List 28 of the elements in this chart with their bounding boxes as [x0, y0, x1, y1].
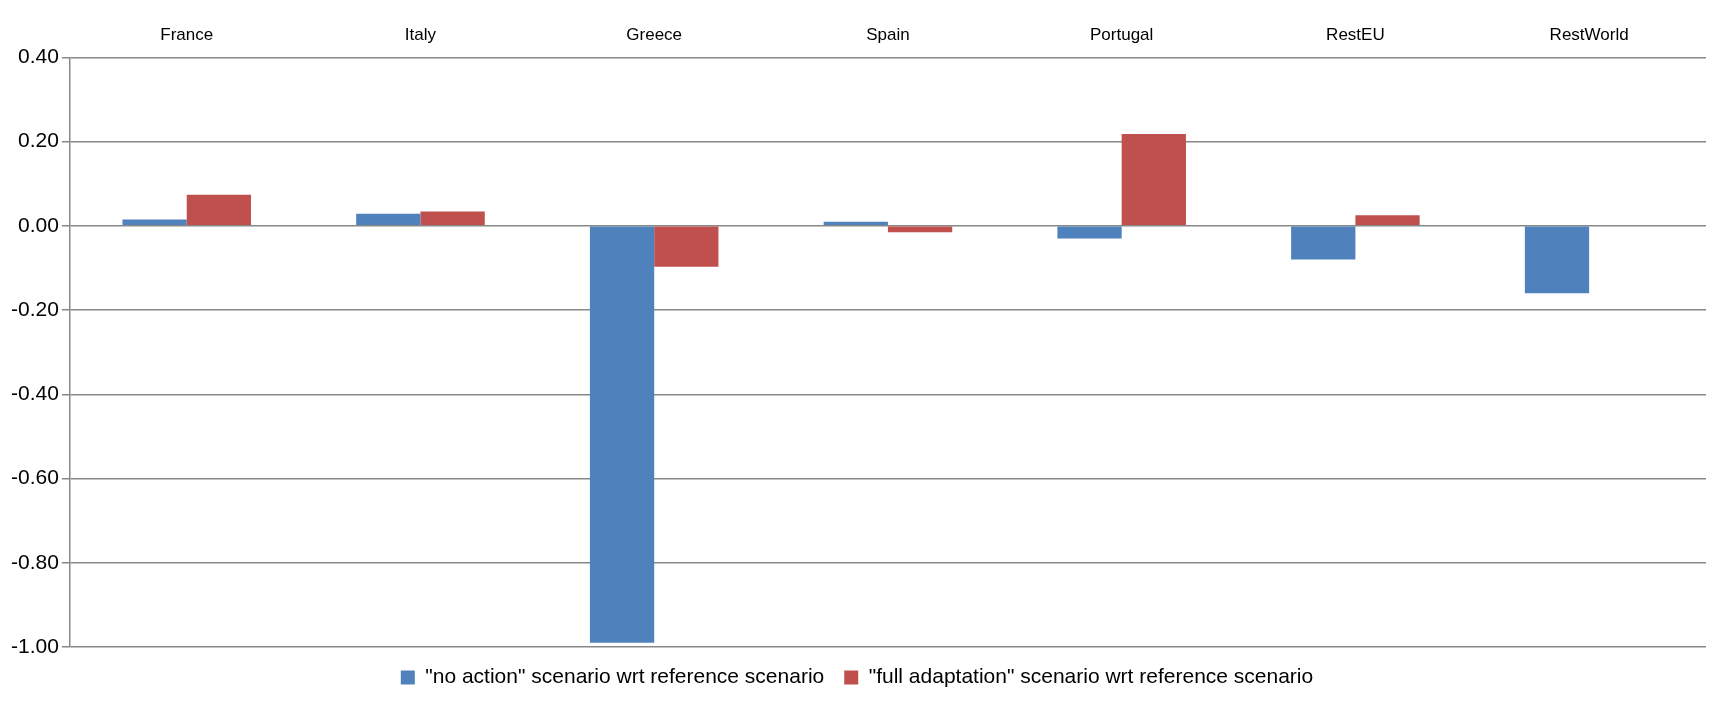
x-tick-label: Portugal [1090, 24, 1154, 44]
legend-label: "no action" scenario wrt reference scenario [425, 664, 825, 688]
bar [1291, 226, 1356, 260]
y-tick-label: -0.40 [10, 381, 59, 405]
x-tick-label: Greece [626, 24, 683, 44]
x-tick-label: France [160, 24, 214, 44]
bar [654, 226, 719, 267]
x-tick-label: RestEU [1326, 24, 1385, 44]
bar [122, 219, 187, 226]
bar [1524, 226, 1590, 294]
bar [589, 226, 655, 643]
y-tick-label: -0.80 [10, 549, 59, 573]
bar [1355, 215, 1420, 226]
x-tick-label: Spain [866, 24, 910, 44]
bar [420, 211, 485, 226]
y-tick-label: 0.00 [17, 212, 59, 236]
bar [356, 213, 421, 226]
bar [1121, 134, 1186, 226]
y-tick-label: -0.20 [10, 296, 59, 320]
x-tick-label: RestWorld [1549, 24, 1629, 44]
bar [186, 194, 252, 226]
y-tick-label: -1.00 [10, 633, 59, 657]
y-tick-label: 0.20 [17, 128, 59, 152]
bar [1057, 226, 1122, 239]
y-tick-label: 0.40 [17, 44, 59, 68]
legend-label: "full adaptation" scenario wrt reference scenario [868, 664, 1314, 688]
y-tick-label: -0.60 [10, 465, 59, 489]
x-tick-label: Italy [404, 24, 437, 44]
